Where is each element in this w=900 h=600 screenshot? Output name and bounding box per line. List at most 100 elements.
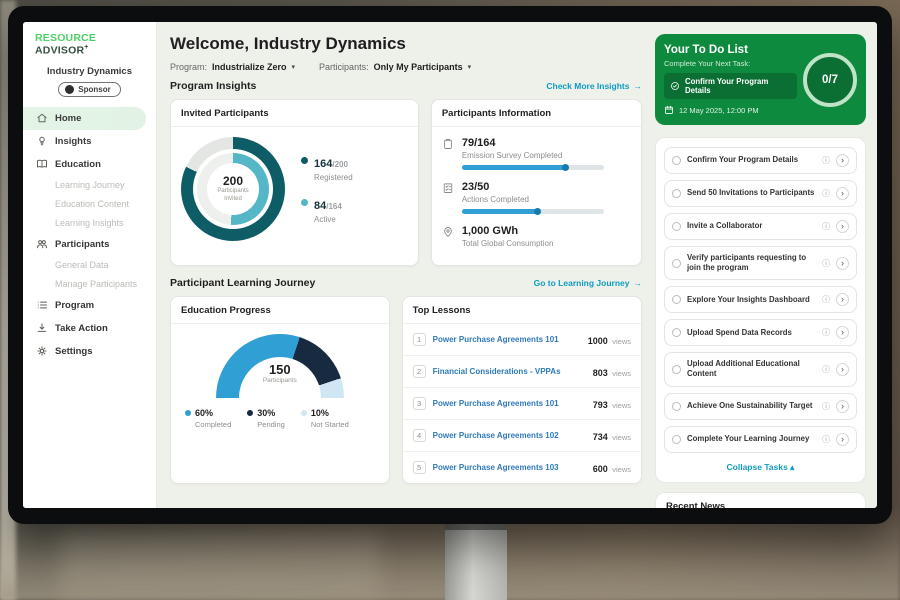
legend-completed: 60% Completed — [185, 408, 231, 429]
todo-title: Your To Do List — [664, 44, 748, 56]
check-circle-icon — [671, 82, 679, 90]
check-more-insights-link[interactable]: Check More Insights → — [546, 81, 642, 91]
lesson-link[interactable]: Power Purchase Agreements 101 — [432, 399, 559, 408]
lesson-views-unit: views — [612, 400, 631, 410]
task-checkbox[interactable] — [672, 258, 681, 268]
main-content: Welcome, Industry Dynamics Program: Indu… — [157, 22, 655, 508]
task-checkbox[interactable] — [672, 401, 681, 411]
task-open-button[interactable]: › — [836, 326, 849, 340]
sidebar-item-label: Settings — [55, 345, 93, 357]
bulb-icon — [39, 136, 45, 146]
info-icon[interactable]: ⓘ — [822, 222, 830, 231]
info-icon[interactable]: ⓘ — [822, 328, 830, 338]
task-open-button[interactable]: › — [836, 293, 849, 307]
sidebar-item-settings[interactable]: Settings — [23, 340, 156, 363]
sidebar-item-participants[interactable]: Participants — [23, 233, 156, 256]
task-open-button[interactable]: › — [836, 362, 849, 376]
sidebar-item-learning-journey[interactable]: Learning Journey — [55, 180, 125, 190]
task-row[interactable]: Upload Spend Data Records ⓘ › — [664, 319, 857, 347]
sidebar-item-label: Education — [55, 158, 101, 170]
go-to-learning-journey-link[interactable]: Go to Learning Journey → — [534, 278, 642, 288]
task-row[interactable]: Invite a Collaborator ⓘ › — [664, 213, 857, 240]
info-icon[interactable]: ⓘ — [822, 364, 830, 374]
task-row[interactable]: Upload Additional Educational Content ⓘ … — [664, 352, 857, 387]
invited-participants-card: Invited Participants 200 Participants In… — [170, 99, 419, 266]
education-progress-card: Education Progress 150 Participants 60% — [170, 296, 390, 484]
stat-global-consumption: 1,000 GWh Total Global Consumption — [442, 225, 631, 253]
stat-value: 79/164 — [461, 137, 496, 149]
stat-emission-survey: 79/164 Emission Survey Completed — [442, 137, 631, 171]
task-checkbox[interactable] — [672, 434, 681, 444]
task-checkbox[interactable] — [672, 222, 681, 231]
task-row[interactable]: Achieve One Sustainability Target ⓘ › — [664, 392, 857, 420]
program-insights-title: Program Insights — [170, 80, 257, 92]
lesson-row: 3 Power Purchase Agreements 101 793 view… — [402, 388, 641, 420]
participants-select[interactable]: Participants: Only My Participants ▾ — [319, 62, 471, 72]
sidebar-item-education-content[interactable]: Education Content — [55, 199, 130, 209]
legend-dot — [301, 157, 308, 164]
arrow-right-icon: → — [633, 81, 643, 91]
sidebar-item-general-data[interactable]: General Data — [55, 260, 109, 270]
legend-value: 84 — [314, 200, 327, 212]
task-checkbox[interactable] — [672, 328, 681, 338]
task-checkbox[interactable] — [672, 295, 681, 305]
lesson-link[interactable]: Power Purchase Agreements 102 — [432, 431, 559, 440]
task-row[interactable]: Verify participants requesting to join t… — [664, 246, 857, 281]
sidebar-item-home[interactable]: Home — [23, 106, 146, 130]
task-label: Verify participants requesting to join t… — [687, 253, 807, 273]
legend-of: /200 — [332, 160, 348, 169]
stat-label: Actions Completed — [461, 195, 529, 204]
task-open-button[interactable]: › — [836, 220, 849, 233]
tasks-card: Confirm Your Program Details ⓘ › Send 50… — [655, 137, 866, 483]
sidebar: RESOURCE ADVISOR+ Industry Dynamics Spon… — [23, 22, 157, 508]
sidebar-item-program[interactable]: Program — [23, 294, 156, 317]
card-title: Education Progress — [171, 297, 389, 324]
task-row[interactable]: Complete Your Learning Journey ⓘ › — [664, 425, 857, 453]
info-icon[interactable]: ⓘ — [822, 189, 830, 198]
info-icon[interactable]: ⓘ — [822, 258, 830, 268]
task-row[interactable]: Send 50 Invitations to Participants ⓘ › — [664, 180, 857, 207]
task-row[interactable]: Confirm Your Program Details ⓘ › — [664, 147, 857, 174]
sidebar-item-learning-insights[interactable]: Learning Insights — [55, 218, 124, 228]
program-select[interactable]: Program: Industrialize Zero ▾ — [170, 62, 295, 72]
sidebar-item-take-action[interactable]: Take Action — [23, 317, 156, 340]
task-label: Achieve One Sustainability Target — [687, 400, 813, 410]
task-open-button[interactable]: › — [836, 256, 849, 270]
lesson-row: 4 Power Purchase Agreements 102 734 view… — [402, 420, 641, 452]
todo-progress-value: 0/7 — [822, 73, 838, 86]
legend-label: Not Started — [310, 420, 349, 429]
lesson-rank: 2 — [412, 365, 426, 378]
sidebar-item-insights[interactable]: Insights — [23, 130, 156, 153]
collapse-tasks-button[interactable]: Collapse Tasks ▴ — [664, 459, 857, 478]
task-checkbox[interactable] — [672, 189, 681, 198]
stat-label: Total Global Consumption — [461, 239, 554, 248]
monitor-stand — [445, 522, 507, 600]
info-icon[interactable]: ⓘ — [822, 434, 830, 444]
task-open-button[interactable]: › — [836, 187, 849, 200]
lesson-link[interactable]: Financial Considerations - VPPAs — [432, 367, 561, 376]
lesson-link[interactable]: Power Purchase Agreements 103 — [432, 463, 559, 472]
task-open-button[interactable]: › — [836, 154, 849, 167]
task-checkbox[interactable] — [672, 156, 681, 165]
task-open-button[interactable]: › — [836, 432, 849, 446]
task-row[interactable]: Explore Your Insights Dashboard ⓘ › — [664, 286, 857, 314]
info-icon[interactable]: ⓘ — [822, 401, 830, 411]
sidebar-item-education[interactable]: Education — [23, 153, 156, 176]
monitor-stand-hinge — [445, 522, 507, 530]
sidebar-item-manage-participants[interactable]: Manage Participants — [55, 279, 138, 289]
lesson-views: 734 — [592, 431, 608, 442]
lesson-link[interactable]: Power Purchase Agreements 101 — [432, 335, 559, 344]
sponsor-badge[interactable]: Sponsor — [58, 81, 121, 97]
chevron-right-icon: › — [841, 188, 844, 198]
list-icon — [37, 301, 47, 309]
info-icon[interactable]: ⓘ — [822, 156, 830, 165]
next-task-pill[interactable]: Confirm Your Program Details — [664, 73, 797, 99]
sponsor-icon — [65, 84, 75, 94]
task-checkbox[interactable] — [672, 364, 681, 374]
task-open-button[interactable]: › — [836, 399, 849, 413]
lesson-views-unit: views — [612, 336, 631, 346]
stat-actions-completed: 23/50 Actions Completed — [442, 181, 631, 215]
legend-of: /164 — [326, 202, 342, 211]
info-icon[interactable]: ⓘ — [822, 295, 830, 305]
gauge-center-label: Participants — [262, 377, 297, 384]
